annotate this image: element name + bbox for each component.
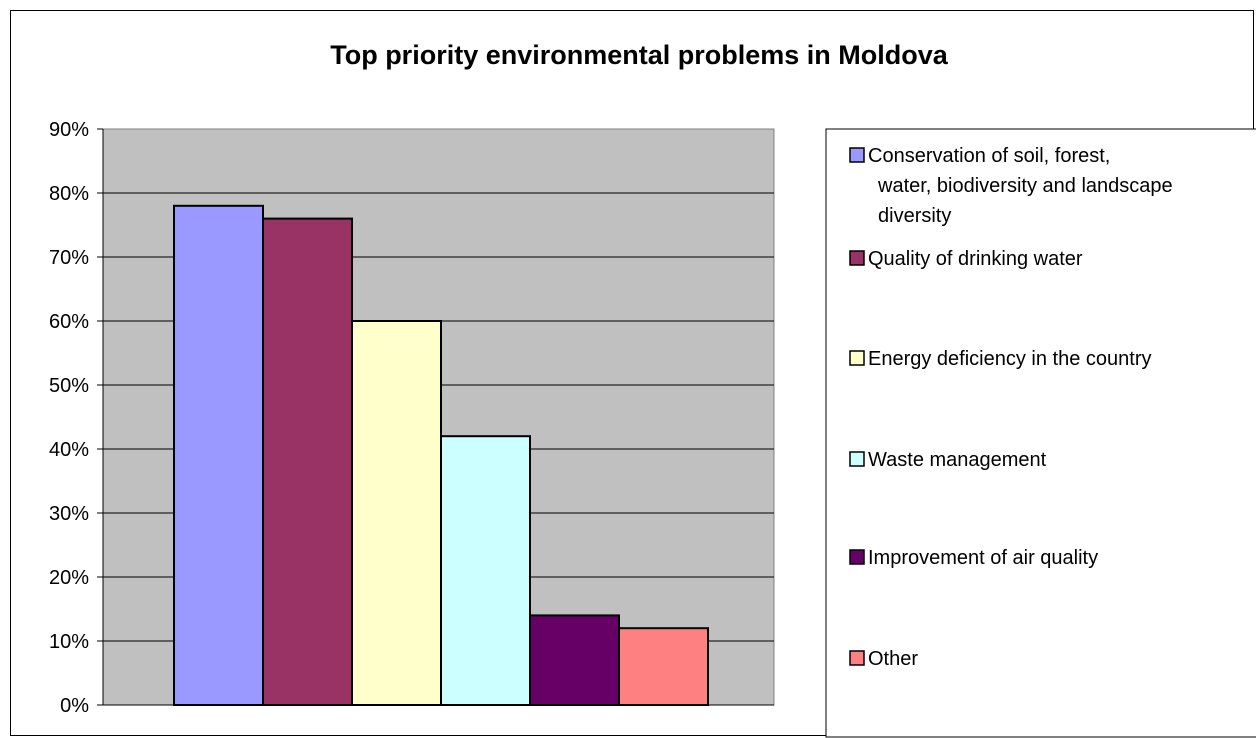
legend-label: Other	[868, 648, 918, 670]
legend-label: Quality of drinking water	[868, 248, 1083, 270]
bar	[440, 435, 531, 706]
y-tick-label: 50%	[49, 375, 89, 397]
y-tick-label: 40%	[49, 439, 89, 461]
bar	[351, 320, 442, 706]
y-tick-label: 20%	[49, 567, 89, 589]
y-tick-label: 90%	[49, 119, 89, 141]
y-tick-label: 70%	[49, 247, 89, 269]
legend-entries: Conservation of soil, forest, water, biod…	[849, 145, 1173, 670]
legend-swatch	[849, 650, 865, 666]
legend-label: Energy deficiency in the country	[868, 348, 1152, 370]
legend-swatch	[849, 350, 865, 366]
y-tick-label: 30%	[49, 503, 89, 525]
bar	[529, 614, 620, 707]
y-tick-label: 60%	[49, 311, 89, 333]
chart-title: Top priority environmental problems in M…	[330, 40, 949, 70]
legend-swatch	[849, 549, 865, 565]
legend-label: Conservation of soil, forest, water, biod…	[868, 145, 1173, 227]
y-tick-label: 0%	[60, 695, 89, 717]
y-tick-label: 80%	[49, 183, 89, 205]
y-axis-ticks: 0% 10% 20% 30% 40% 50% 60% 70% 80% 90%	[49, 119, 103, 717]
bar	[262, 217, 353, 706]
legend-label: Waste management	[868, 449, 1047, 471]
legend-swatch	[849, 250, 865, 266]
y-tick-label: 10%	[49, 631, 89, 653]
bar	[173, 204, 264, 707]
legend-label: Improvement of air quality	[868, 547, 1098, 569]
legend-swatch	[849, 451, 865, 467]
legend-swatch	[849, 147, 865, 163]
bars	[173, 204, 709, 707]
legend	[825, 128, 1256, 738]
bar	[618, 627, 709, 707]
